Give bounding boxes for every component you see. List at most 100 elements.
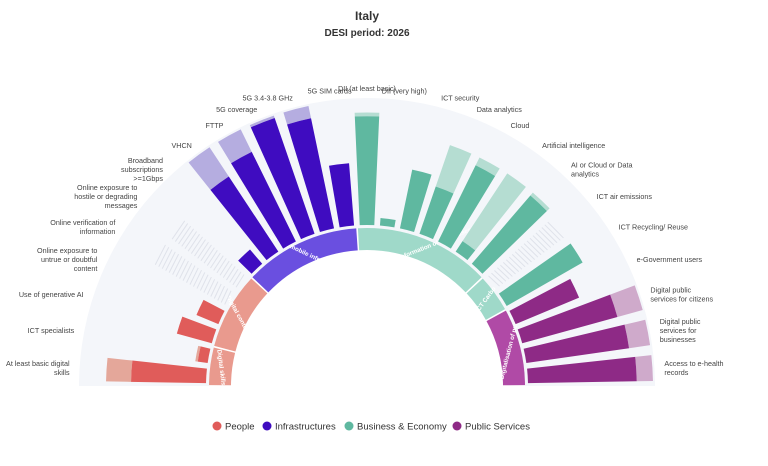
missing-hatch (182, 263, 193, 281)
missing-hatch (520, 245, 536, 260)
missing-hatch (197, 241, 209, 259)
target-bar (610, 285, 643, 317)
missing-hatch (541, 227, 558, 244)
legend-label: Infrastructures (275, 422, 336, 433)
value-bar (197, 346, 211, 364)
indicator-label: ICT air emissions (597, 192, 653, 201)
missing-hatch (175, 258, 186, 277)
value-bar (250, 117, 315, 240)
indicator-label: 5G 3.4-3.8 GHz (243, 93, 294, 102)
indicator-label: Cloud (511, 121, 530, 130)
missing-hatch (226, 266, 236, 281)
missing-hatch (178, 225, 192, 245)
target-bar (624, 319, 651, 349)
value-bar (455, 241, 476, 261)
missing-hatch (219, 260, 230, 276)
target-bar (249, 115, 275, 128)
missing-hatch (514, 251, 529, 265)
indicator-label: ICT specialists (28, 326, 75, 335)
missing-hatch (488, 275, 500, 287)
legend-label: People (225, 422, 255, 433)
missing-hatch (500, 264, 513, 277)
value-bar (196, 299, 225, 325)
target-bar (106, 357, 133, 382)
value-bar (379, 218, 396, 228)
missing-hatch (200, 244, 212, 262)
value-bar (131, 360, 207, 384)
missing-hatch (497, 267, 510, 280)
missing-bar (171, 220, 245, 288)
indicator-label: e-Government users (637, 255, 703, 264)
indicator-label: Online exposure to hostile or degrading me… (74, 183, 138, 210)
missing-hatch (206, 279, 216, 295)
missing-hatch (154, 244, 166, 265)
indicator-label: Digital public services for businesses (660, 317, 701, 344)
missing-hatch (532, 235, 548, 251)
legend-item[interactable]: Business & Economy (344, 421, 448, 433)
missing-hatch (213, 283, 222, 299)
legend[interactable]: People Infrastructures Business & Economy P… (212, 421, 531, 433)
indicator-label: FTTP (205, 121, 223, 130)
target-bar (195, 345, 201, 362)
missing-hatch (187, 233, 200, 252)
legend-item[interactable]: Infrastructures (262, 421, 336, 433)
value-bar (527, 356, 637, 384)
missing-hatch (172, 256, 183, 275)
indicator-label: Broadband subscriptions >=1Gbps (121, 156, 163, 183)
value-bar (523, 324, 630, 364)
target-bar (188, 147, 229, 190)
missing-hatch (199, 274, 209, 291)
missing-hatch (544, 224, 561, 241)
group-band (466, 278, 506, 320)
missing-hatch (196, 272, 206, 289)
missing-hatch (216, 258, 227, 274)
indicator-label: Online exposure to untrue or doubtful cont… (37, 246, 98, 273)
value-bar (471, 195, 547, 274)
missing-hatch (186, 265, 196, 283)
indicator-label: Digital public services for citizens (650, 285, 713, 303)
missing-hatch (190, 236, 203, 254)
legend-item[interactable]: People (212, 421, 255, 433)
value-bar (231, 151, 296, 249)
missing-hatch (203, 276, 212, 293)
legend-item[interactable]: Public Services (452, 421, 531, 433)
chart-subtitle: DESI period: 2026 (324, 28, 409, 39)
value-bar (210, 176, 279, 261)
missing-hatch (502, 262, 516, 275)
indicator-label: 5G coverage (216, 105, 257, 114)
indicator-label: ICT Recycling/ Reuse (619, 222, 688, 231)
target-bar (475, 157, 500, 177)
indicator-label: AI or Cloud or Data analytics (571, 160, 633, 178)
missing-hatch (508, 256, 523, 270)
value-bar (238, 249, 263, 274)
missing-hatch (529, 237, 545, 253)
value-bar (517, 294, 618, 344)
value-bar (176, 316, 217, 344)
group-band (486, 310, 525, 386)
target-bar (530, 192, 550, 211)
missing-bar (154, 244, 232, 305)
missing-hatch (210, 252, 221, 269)
missing-hatch (174, 223, 189, 242)
missing-hatch (538, 229, 555, 246)
indicator-labels: At least basic digital skills ICT speciali… (6, 84, 723, 377)
target-bar (283, 106, 312, 125)
missing-hatch (505, 259, 520, 272)
missing-hatch (158, 246, 170, 267)
missing-hatch (181, 228, 195, 247)
missing-hatch (235, 274, 245, 288)
indicator-label: Online verification of information (50, 218, 115, 236)
missing-hatch (217, 286, 225, 301)
missing-hatch (535, 232, 552, 248)
legend-marker (212, 421, 222, 431)
indicator-label: VHCN (171, 141, 191, 150)
value-bar (498, 243, 583, 306)
missing-hatch (491, 272, 504, 285)
value-bar (287, 118, 335, 233)
missing-hatch (232, 271, 242, 286)
target-bar (435, 145, 472, 194)
legend-marker (452, 421, 462, 431)
missing-hatch (222, 263, 233, 278)
missing-hatch (171, 220, 186, 240)
